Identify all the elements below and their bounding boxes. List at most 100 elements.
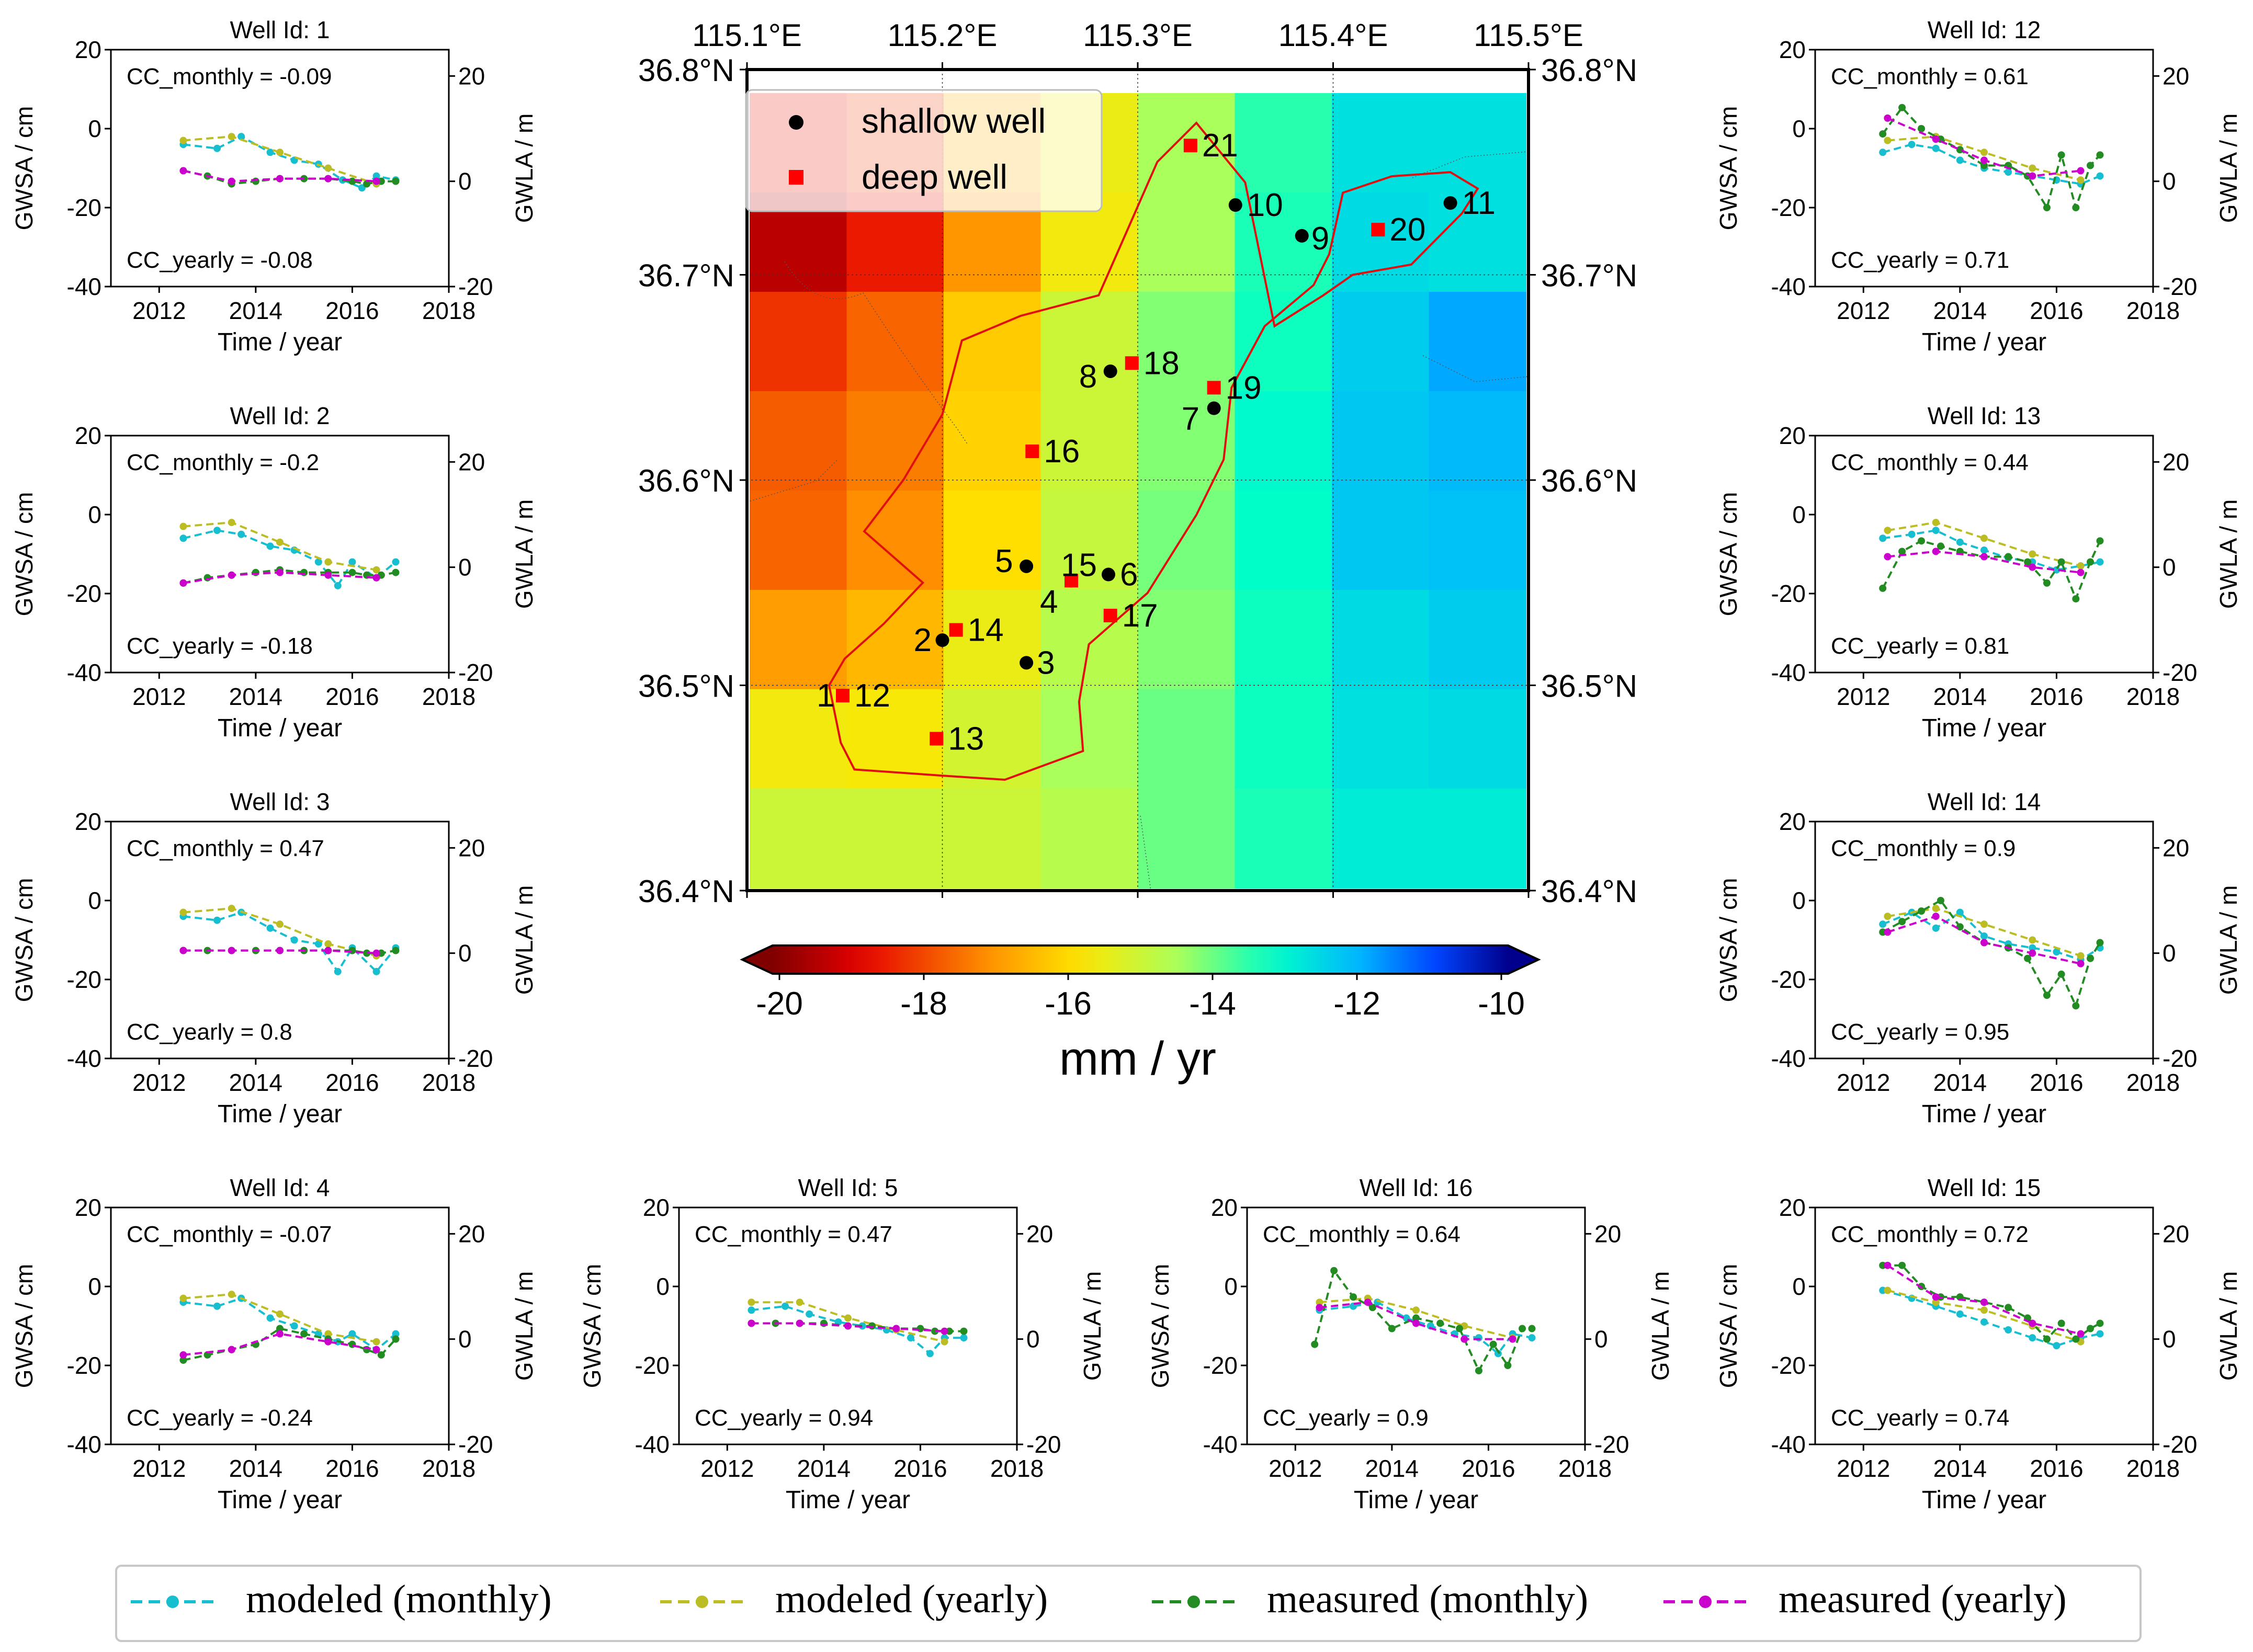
series-point — [1461, 1335, 1468, 1343]
well-panel-4: Well Id: 4 20 0 -20 -40 20 0 -20 2012 2014 2016 201… — [10, 1174, 538, 1514]
left-y-tick-label: -40 — [1771, 1431, 1806, 1458]
series-point — [1980, 1298, 1988, 1306]
series-point — [2043, 579, 2051, 587]
series-point — [2043, 1335, 2051, 1343]
left-y-axis-label: GWSA / cm — [10, 492, 38, 617]
heatmap-cell — [1235, 93, 1332, 193]
x-tick-label: 2014 — [797, 1455, 851, 1482]
x-axis-label: Time / year — [1354, 1486, 1478, 1514]
map-lat-tick-label-right: 36.4°N — [1541, 874, 1637, 909]
series-point — [276, 568, 284, 576]
x-axis-label: Time / year — [786, 1486, 910, 1514]
series-point — [1980, 1306, 1988, 1314]
left-y-tick-label: 20 — [75, 422, 101, 449]
x-tick-label: 2016 — [893, 1455, 947, 1482]
series-point — [748, 1306, 755, 1314]
series-point — [2087, 954, 2095, 962]
left-y-tick-label: 0 — [88, 887, 101, 914]
series-point — [372, 1346, 380, 1353]
series-point — [179, 534, 187, 542]
series-point — [2096, 537, 2104, 545]
heatmap-cell — [846, 590, 944, 690]
heatmap-cell — [1429, 789, 1526, 888]
heatmap-cell — [1332, 789, 1430, 888]
series-point — [266, 542, 274, 550]
series-point — [892, 1325, 900, 1332]
right-y-tick-label: -20 — [458, 659, 493, 686]
series-point — [392, 558, 400, 566]
series-point — [2005, 1304, 2012, 1312]
series-point — [858, 1322, 866, 1330]
series-point — [2043, 204, 2051, 211]
heatmap-cell — [1429, 192, 1526, 292]
right-y-tick-label: 0 — [458, 940, 472, 967]
heatmap-cell — [1040, 491, 1138, 590]
series-point — [179, 947, 187, 954]
left-y-tick-label: -20 — [67, 966, 101, 993]
series-point — [213, 916, 221, 924]
right-y-axis-label: GWLA / m — [511, 113, 538, 223]
series-line — [183, 521, 377, 571]
series-line — [1882, 529, 2100, 571]
series-point — [1980, 932, 1988, 940]
series-line — [183, 1297, 397, 1351]
deep-well-marker — [1207, 381, 1221, 395]
left-y-tick-label: -20 — [1203, 1352, 1238, 1379]
heatmap-cell — [1138, 491, 1236, 590]
series-point — [796, 1319, 803, 1327]
series-point — [324, 175, 332, 183]
series-point — [1908, 530, 1916, 538]
series-point — [363, 180, 371, 188]
series-point — [2057, 151, 2065, 159]
series-point — [324, 571, 332, 579]
x-tick-label: 2012 — [132, 1069, 186, 1096]
series-point — [372, 1338, 380, 1346]
x-tick-label: 2016 — [2030, 297, 2083, 324]
series-point — [334, 582, 342, 589]
map-lon-tick-label: 115.5°E — [1474, 18, 1583, 53]
series-point — [796, 1298, 803, 1306]
heatmap-cell — [750, 689, 847, 789]
heatmap-cell — [1332, 689, 1430, 789]
series-point — [348, 947, 356, 954]
series-point — [1494, 1350, 1502, 1358]
right-y-tick-label: 0 — [2163, 168, 2176, 195]
shallow-well-marker — [1228, 198, 1242, 212]
left-y-tick-label: 0 — [88, 501, 101, 528]
panel-frame — [1246, 1206, 1586, 1445]
panel-title: Well Id: 12 — [1928, 16, 2041, 43]
left-y-tick-label: -40 — [67, 659, 101, 686]
right-y-tick-label: 20 — [2163, 834, 2189, 861]
series-point — [2072, 1335, 2080, 1343]
heatmap-cell — [750, 391, 847, 491]
series-point — [1884, 114, 1892, 122]
heatmap-cell — [1235, 689, 1332, 789]
shallow-well-marker — [1020, 559, 1034, 573]
colorbar-extend-max — [1508, 945, 1538, 974]
right-y-tick-label: 20 — [1594, 1220, 1621, 1247]
well-label: 11 — [1462, 185, 1496, 221]
well-label: 6 — [1120, 557, 1138, 593]
heatmap-cell — [944, 391, 1041, 491]
left-y-axis-label: GWSA / cm — [1147, 1264, 1174, 1388]
series-point — [868, 1322, 876, 1330]
heatmap-cell — [1235, 491, 1332, 590]
series-point — [300, 1330, 308, 1338]
series-line — [1882, 911, 2101, 961]
series-point — [348, 568, 356, 576]
panel-frame — [678, 1206, 1018, 1445]
left-y-tick-label: 20 — [1211, 1194, 1238, 1221]
well-panel-3: Well Id: 3 20 0 -20 -40 20 0 -20 2012 2014 2016 201… — [10, 788, 538, 1128]
right-y-axis-label: GWLA / m — [2215, 113, 2242, 223]
heatmap-cell — [1138, 789, 1236, 888]
heatmap-cell — [1332, 391, 1430, 491]
left-y-axis-label: GWSA / cm — [1715, 106, 1742, 231]
panel-title: Well Id: 1 — [230, 16, 330, 43]
right-y-tick-label: -20 — [2163, 1431, 2197, 1458]
left-y-tick-label: -40 — [1203, 1431, 1238, 1458]
x-tick-label: 2016 — [2030, 683, 2083, 710]
colorbar-tick-label: -18 — [900, 986, 947, 1022]
panel-title: Well Id: 2 — [230, 402, 330, 429]
admin-boundary — [1140, 815, 1151, 891]
left-y-tick-label: 0 — [1792, 1273, 1806, 1300]
